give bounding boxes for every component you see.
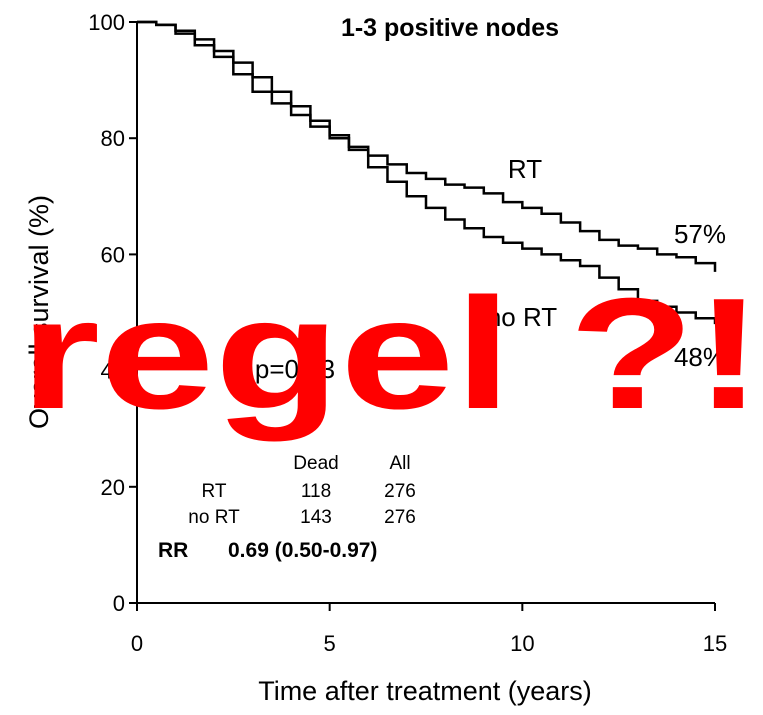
y-tick-label: 60 [101, 242, 125, 267]
table-header: All [389, 453, 410, 474]
overlay-text: regel ?! [20, 266, 763, 442]
y-tick-label: 20 [101, 475, 125, 500]
annotation: p=0.03 [255, 354, 335, 384]
x-tick-label: 0 [131, 631, 143, 656]
survival-curve [137, 20, 717, 272]
x-axis-label: Time after treatment (years) [258, 676, 592, 706]
x-tick-label: 5 [324, 631, 336, 656]
survival-curve [137, 20, 717, 325]
table-header: Dead [293, 453, 338, 474]
table-row-label: RT [202, 481, 227, 502]
annotation: 48% [674, 342, 726, 372]
x-tick-label: 15 [703, 631, 727, 656]
summary-text: 0.69 (0.50-0.97) [228, 539, 377, 562]
y-axis-label: Overall survival (%) [24, 195, 54, 429]
table-row-label: no RT [188, 507, 240, 528]
y-tick-label: 40 [101, 359, 125, 384]
annotation: 57% [674, 219, 726, 249]
table-cell: 143 [300, 507, 332, 528]
chart-title: 1-3 positive nodes [341, 14, 559, 42]
summary-label: RR [158, 539, 188, 562]
y-tick-label: 80 [101, 126, 125, 151]
y-tick-label: 0 [113, 591, 125, 616]
table-cell: 118 [301, 481, 331, 502]
x-tick-label: 10 [510, 631, 534, 656]
table-cell: 276 [384, 481, 416, 502]
y-tick-label: 100 [88, 10, 125, 35]
annotation: no RT [487, 302, 557, 332]
annotation: RT [508, 154, 542, 184]
table-cell: 276 [384, 507, 416, 528]
